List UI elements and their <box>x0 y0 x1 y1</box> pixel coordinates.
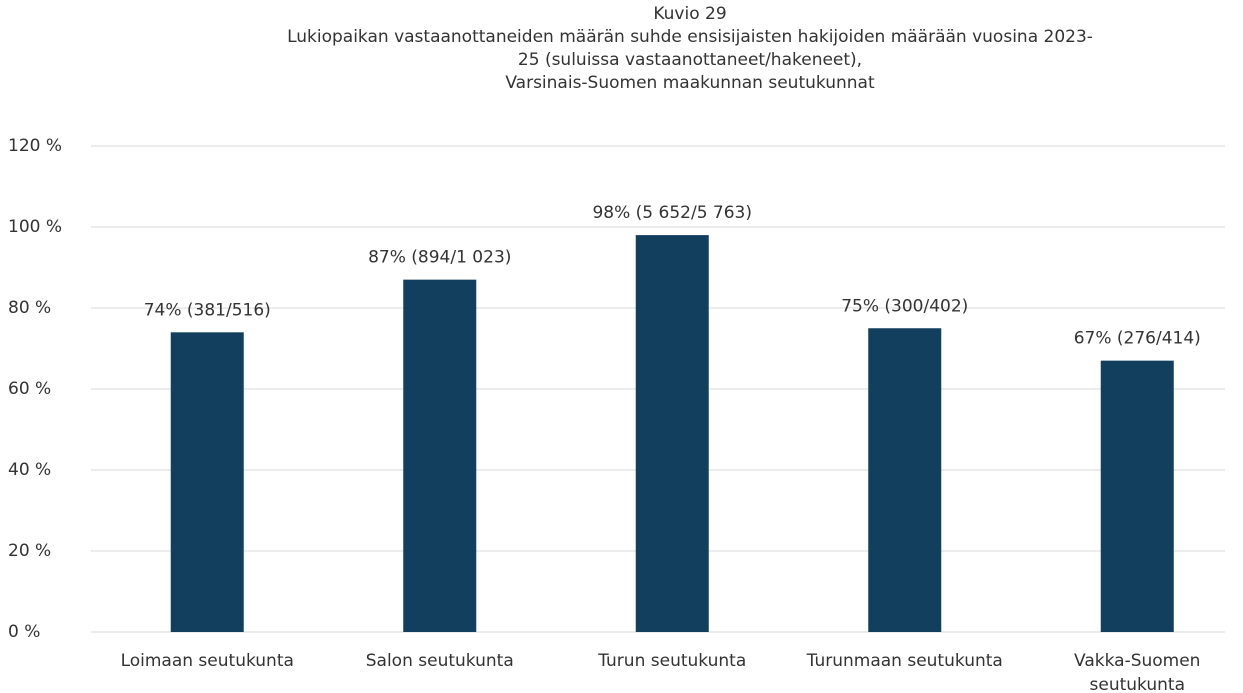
y-tick-label: 40 % <box>8 460 51 480</box>
chart-title: Lukiopaikan vastaanottaneiden määrän suh… <box>287 27 1093 47</box>
bar <box>403 279 477 632</box>
x-tick-label: Turunmaan seutukunta <box>806 651 1003 671</box>
y-tick-label: 60 % <box>8 379 51 399</box>
chart-title: Kuvio 29 <box>653 4 726 24</box>
x-tick-label: Turun seutukunta <box>597 651 746 671</box>
y-tick-label: 80 % <box>8 298 51 318</box>
chart-title: 25 (suluissa vastaanottaneet/hakeneet), <box>518 50 862 70</box>
bar <box>170 332 244 632</box>
y-tick-label: 0 % <box>8 622 40 642</box>
bar <box>635 235 709 632</box>
y-tick-label: 120 % <box>8 136 62 156</box>
chart-title: Varsinais-Suomen maakunnan seutukunnat <box>505 73 875 93</box>
y-tick-label: 100 % <box>8 217 62 237</box>
y-tick-label: 20 % <box>8 541 51 561</box>
bar <box>1100 360 1174 632</box>
data-label: 98% (5 652/5 763) <box>592 203 752 223</box>
bar <box>868 328 942 632</box>
x-tick-label: Loimaan seutukunta <box>121 651 294 671</box>
x-tick-label: Salon seutukunta <box>366 651 514 671</box>
data-label: 67% (276/414) <box>1074 329 1201 349</box>
data-label: 75% (300/402) <box>841 296 968 316</box>
data-label: 74% (381/516) <box>144 300 271 320</box>
x-tick-label: Vakka-Suomen seutukunta <box>1074 651 1200 693</box>
data-label: 87% (894/1 023) <box>368 248 511 268</box>
